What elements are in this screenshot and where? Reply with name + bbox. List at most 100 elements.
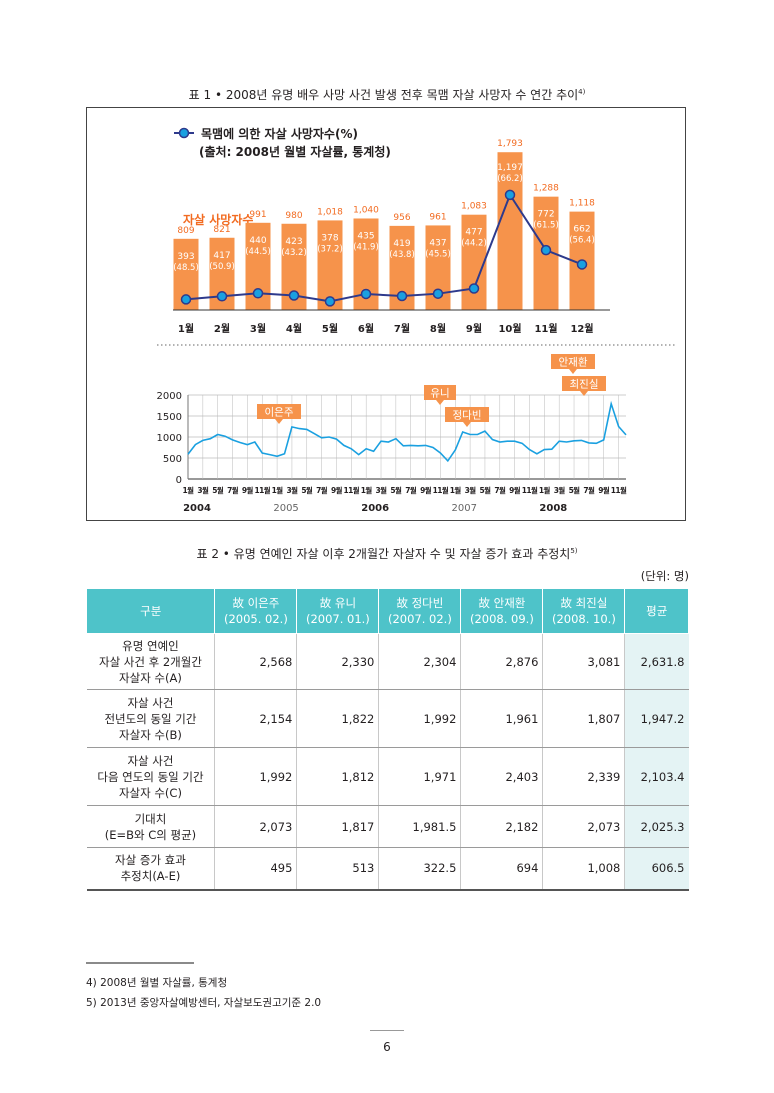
hanging-series-line <box>185 192 583 303</box>
year-label: 2005 <box>273 503 298 514</box>
table-cell-average: 2,631.8 <box>624 633 689 690</box>
table-cell: 2,568 <box>214 633 298 690</box>
callout-box <box>257 404 301 419</box>
table-cell: 2,876 <box>460 633 544 690</box>
row-label: 자살 사건 전년도의 동일 기간 자살자 수(B) <box>86 689 216 748</box>
table-cell: 3,081 <box>542 633 626 690</box>
hanging-percent-label: (41.9) <box>353 242 379 252</box>
hanging-series-marker <box>180 294 192 305</box>
table-row: 자살 증가 효과 추정치(A-E) 495 513 322.5 694 1,008… <box>86 847 689 891</box>
table-cell: 495 <box>214 847 298 891</box>
table-cell-average: 1,947.2 <box>624 689 689 748</box>
footnote-rule <box>86 962 194 964</box>
year-label: 2008 <box>539 503 567 514</box>
suicide-series-line <box>187 400 627 463</box>
x-tick-label: 1월 <box>183 485 195 495</box>
hanging-count-label: 419 <box>393 239 410 249</box>
hanging-series-marker <box>252 288 264 299</box>
hanging-count-label: 435 <box>357 231 374 241</box>
header-col: 故 유니 (2007. 01.) <box>296 588 380 634</box>
x-tick-label: 7월 <box>227 485 239 495</box>
table-cell-average: 2,103.4 <box>624 747 689 806</box>
callout-label: 유니 <box>430 388 449 400</box>
table-cell: 2,154 <box>214 689 298 748</box>
callout-box <box>562 376 606 391</box>
x-tick-label: 1월 <box>539 485 551 495</box>
month-tick-label: 10월 <box>498 323 521 335</box>
callout-box <box>551 354 595 369</box>
hanging-percent-label: (56.4) <box>569 236 595 246</box>
hanging-series-marker <box>468 283 480 294</box>
year-label: 2004 <box>183 503 211 514</box>
figure-box: 목맴에 의한 자살 사망자수(%) (출처: 2008년 월별 자살률, 통계청)… <box>86 107 686 521</box>
x-tick-label: 3월 <box>286 485 298 495</box>
x-tick-label: 3월 <box>554 485 566 495</box>
bar-value-label: 961 <box>429 212 446 222</box>
callout-box <box>445 407 489 422</box>
table2: 구분 故 이은주 (2005. 02.) 故 유니 (2007. 01.) 故 정다… <box>85 588 689 891</box>
row-label: 자살 증가 효과 추정치(A-E) <box>86 847 216 891</box>
x-tick-label: 7월 <box>405 485 417 495</box>
hanging-percent-label: (61.5) <box>533 221 559 231</box>
table-header-row: 구분 故 이은주 (2005. 02.) 故 유니 (2007. 01.) 故 정다… <box>85 588 689 634</box>
legend-label: 목맴에 의한 자살 사망자수(%) <box>201 126 358 141</box>
hanging-count-label: 378 <box>321 233 338 243</box>
month-tick-label: 6월 <box>358 323 374 335</box>
x-tick-label: 9월 <box>598 485 610 495</box>
x-tick-label: 9월 <box>242 485 254 495</box>
x-tick-label: 5월 <box>569 485 581 495</box>
hanging-series-marker <box>324 296 336 307</box>
hanging-percent-label: (43.2) <box>281 248 307 258</box>
month-tick-label: 7월 <box>394 323 410 335</box>
table-cell: 2,339 <box>542 747 626 806</box>
monthly-bar-chart: 목맴에 의한 자살 사망자수(%) (출처: 2008년 월별 자살률, 통계청)… <box>173 126 610 335</box>
month-tick-label: 12월 <box>570 323 593 335</box>
table-row: 기대치 (E=B와 C의 평균) 2,073 1,817 1,981.5 2,18… <box>86 805 689 848</box>
hanging-count-label: 1,197 <box>497 163 523 173</box>
bar-value-label: 809 <box>177 226 194 236</box>
bar-value-label: 1,018 <box>317 207 343 217</box>
x-tick-label: 7월 <box>316 485 328 495</box>
hanging-percent-label: (50.9) <box>209 262 235 272</box>
callout-pointer <box>436 400 444 405</box>
hanging-count-label: 477 <box>465 228 482 238</box>
header-category: 구분 <box>85 588 216 634</box>
bar-value-label: 956 <box>393 213 410 223</box>
x-tick-label: 11월 <box>611 485 627 495</box>
page-number-rule <box>370 1030 404 1031</box>
hanging-series-marker <box>216 291 228 302</box>
month-tick-label: 1월 <box>178 323 194 335</box>
month-tick-label: 5월 <box>322 323 338 335</box>
y-tick-label: 0 <box>176 475 182 486</box>
bar-value-label: 991 <box>249 210 266 220</box>
month-tick-label: 11월 <box>534 323 557 335</box>
unit-label: (단위: 명) <box>640 569 689 583</box>
bar-value-label: 1,083 <box>461 202 487 212</box>
table-cell: 1,992 <box>378 689 462 748</box>
hanging-series-marker <box>396 290 408 302</box>
hanging-series-marker <box>576 259 588 270</box>
table-cell-average: 2,025.3 <box>624 805 689 848</box>
callout-label: 정다빈 <box>453 410 482 422</box>
row-label: 유명 연예인 자살 사건 후 2개월간 자살자 수(A) <box>86 633 216 690</box>
table-cell: 2,330 <box>296 633 380 690</box>
hanging-count-label: 393 <box>177 252 194 262</box>
y-tick-label: 500 <box>163 454 182 465</box>
x-tick-label: 3월 <box>376 485 388 495</box>
hanging-series-marker <box>540 244 552 256</box>
hanging-series-marker <box>288 290 300 301</box>
figure-svg: 목맴에 의한 자살 사망자수(%) (출처: 2008년 월별 자살률, 통계청)… <box>157 126 677 514</box>
bar-value-label: 1,288 <box>533 184 559 194</box>
callout-pointer <box>580 391 588 396</box>
table-cell: 2,073 <box>214 805 298 848</box>
bar-value-label: 1,793 <box>497 139 523 149</box>
callout-pointer <box>569 369 577 374</box>
table-cell: 2,403 <box>460 747 544 806</box>
x-tick-label: 1월 <box>361 485 373 495</box>
year-label: 2007 <box>452 503 477 514</box>
hanging-count-label: 662 <box>573 225 590 235</box>
callout-label: 최진실 <box>570 379 599 391</box>
legend-source: (출처: 2008년 월별 자살률, 통계청) <box>199 144 391 159</box>
year-label: 2006 <box>361 503 389 514</box>
x-tick-label: 5월 <box>212 485 224 495</box>
